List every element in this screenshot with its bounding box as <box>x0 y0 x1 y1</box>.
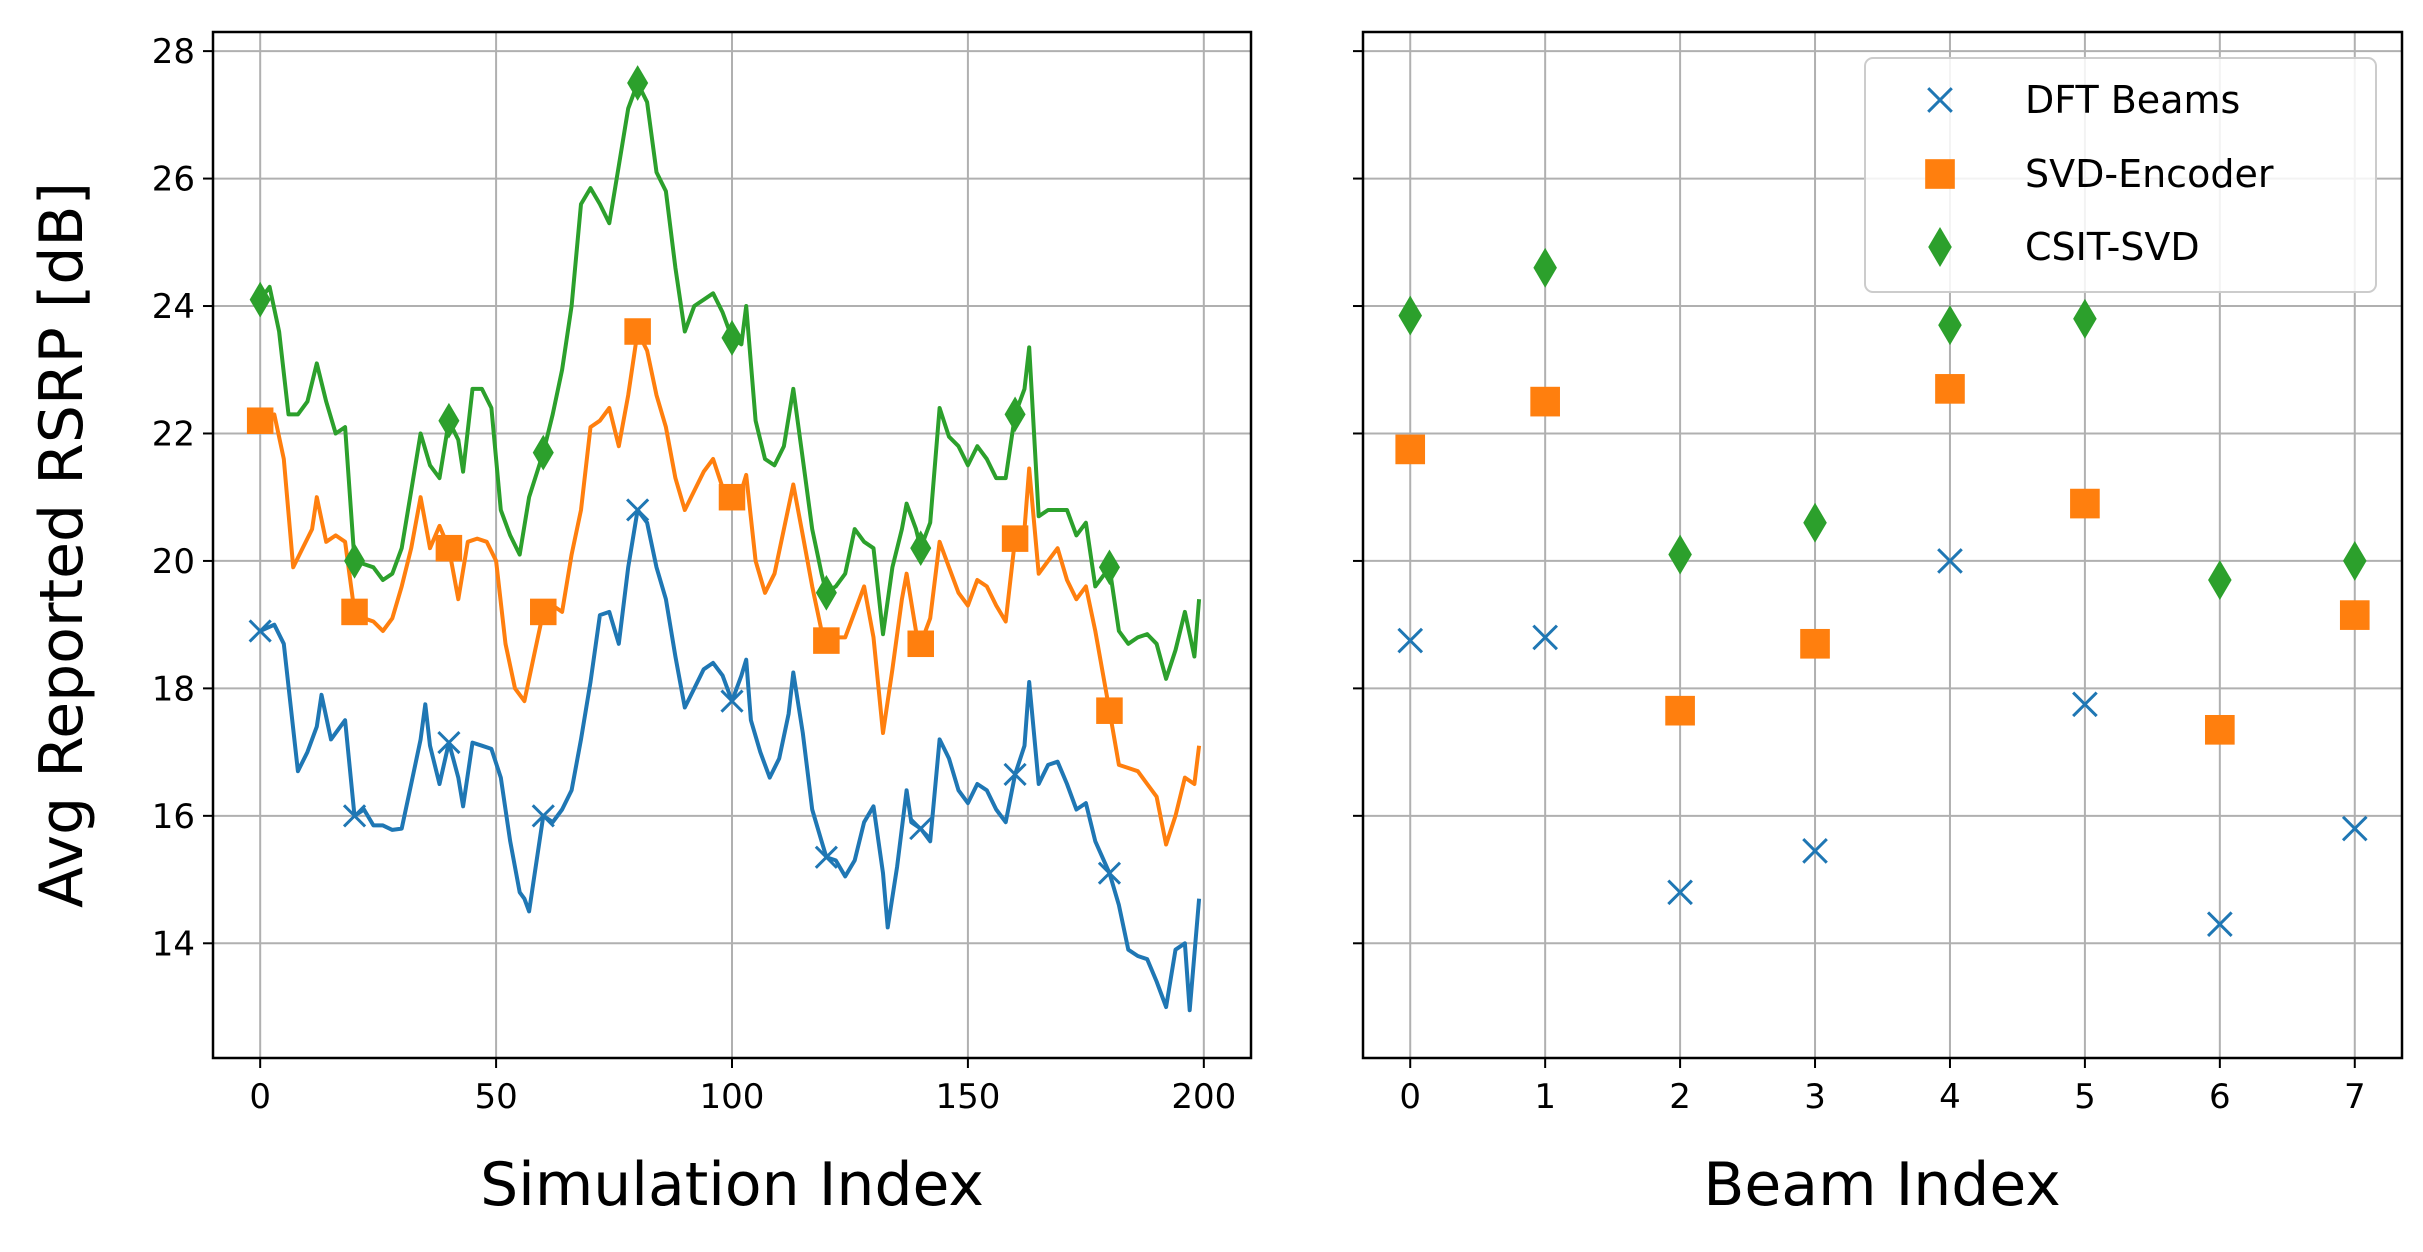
left-x-axis-title: Simulation Index <box>480 1150 984 1220</box>
legend: DFT Beams SVD-Encoder CSIT-SVD <box>1864 57 2377 293</box>
line-marker <box>1001 525 1029 552</box>
left-series-group <box>246 65 1202 1013</box>
scatter-point <box>1668 534 1692 575</box>
line-marker <box>341 598 368 626</box>
right-x-axis-title: Beam Index <box>1703 1150 2061 1220</box>
line-marker <box>246 407 274 434</box>
legend-marker <box>1928 227 1952 267</box>
right-x-tick-label: 5 <box>2074 1077 2096 1117</box>
scatter-point <box>1532 624 1559 651</box>
left-x-tick-label: 0 <box>249 1077 271 1117</box>
left-x-tick-label: 200 <box>1171 1077 1236 1117</box>
scatter-point <box>2073 298 2097 339</box>
scatter-point <box>2206 911 2233 938</box>
line-marker <box>248 619 272 643</box>
line-marker <box>249 281 271 318</box>
scatter-point <box>1800 628 1830 659</box>
scatter-point <box>1803 502 1827 543</box>
legend-markers <box>1925 87 1955 267</box>
y-tick-label: 20 <box>152 542 195 582</box>
scatter-point <box>1395 434 1426 465</box>
scatter-point <box>1533 247 1557 288</box>
y-tick-label: 16 <box>152 797 195 837</box>
right-x-tick-label: 2 <box>1669 1077 1691 1117</box>
scatter-point <box>2208 560 2232 600</box>
line-marker <box>909 816 933 841</box>
line-marker <box>435 534 463 562</box>
right-plot-frame <box>1361 30 2404 1060</box>
line-marker <box>721 320 743 356</box>
scatter-point <box>1935 374 1965 404</box>
line-series-2 <box>258 81 1202 681</box>
scatter-point <box>1937 548 1963 574</box>
line-marker <box>1003 762 1027 787</box>
y-tick-label: 14 <box>152 924 195 964</box>
right-x-tick-label: 1 <box>1534 1077 1556 1117</box>
left-grid <box>213 32 1251 1058</box>
scatter-point <box>2205 714 2235 745</box>
line-marker <box>627 65 649 101</box>
line-marker <box>720 689 744 713</box>
right-subplot: 0 1 2 3 4 5 6 7 Beam Index DFT Beams SVD-Encode… <box>1353 30 2404 1220</box>
scatter-point <box>1530 386 1560 417</box>
scatter-point <box>1802 838 1828 864</box>
y-tick-label: 28 <box>152 32 195 72</box>
right-x-tick-label: 7 <box>2344 1077 2366 1117</box>
left-ticks: 0 50 100 150 200 14 16 18 20 22 24 26 28 <box>152 32 1237 1117</box>
line-marker <box>1097 861 1122 885</box>
scatter-point <box>2070 488 2100 519</box>
line-marker <box>342 804 367 828</box>
right-x-tick-label: 3 <box>1804 1077 1826 1117</box>
line-marker <box>531 804 555 828</box>
right-x-tick-label: 0 <box>1399 1077 1421 1117</box>
scatter-point <box>1667 879 1693 906</box>
right-x-tick-label: 4 <box>1939 1077 1961 1117</box>
legend-label-dft-beams: DFT Beams <box>2025 78 2240 122</box>
line-marker <box>815 574 837 611</box>
line-marker <box>813 627 840 654</box>
line-marker <box>1004 396 1026 433</box>
line-marker <box>344 543 366 579</box>
scatter-point <box>2339 600 2370 630</box>
left-x-tick-label: 150 <box>935 1077 1000 1117</box>
legend-label-svd-encoder: SVD-Encoder <box>2025 152 2274 196</box>
line-marker <box>438 402 460 439</box>
line-marker <box>718 483 746 511</box>
scatter-point <box>1397 627 1424 654</box>
line-marker <box>1096 697 1123 724</box>
line-marker <box>624 318 651 345</box>
line-marker <box>1098 549 1120 586</box>
line-marker <box>530 598 557 626</box>
legend-marker <box>1925 159 1955 189</box>
line-marker <box>907 630 934 658</box>
y-axis-title: Avg Reported RSRP [dB] <box>27 182 97 908</box>
scatter-point <box>1398 295 1423 336</box>
legend-marker <box>1927 87 1953 113</box>
y-tick-label: 22 <box>152 414 195 454</box>
right-x-tick-label: 6 <box>2209 1077 2231 1117</box>
y-tick-label: 26 <box>152 160 195 200</box>
line-marker <box>910 530 932 567</box>
legend-label-csit-svd: CSIT-SVD <box>2025 225 2200 269</box>
scatter-point <box>2341 815 2368 842</box>
right-series-group <box>1395 247 2370 938</box>
right-ticks: 0 1 2 3 4 5 6 7 <box>1353 50 2366 1117</box>
left-x-tick-label: 100 <box>700 1077 765 1117</box>
legend-box <box>1864 57 2377 293</box>
line-marker <box>532 434 554 471</box>
line-marker <box>626 498 650 522</box>
y-tick-label: 24 <box>152 287 195 327</box>
scatter-point <box>2342 540 2367 581</box>
scatter-point <box>1938 305 1962 346</box>
left-subplot: 0 50 100 150 200 14 16 18 20 22 24 26 28 Simulation … <box>27 30 1253 1220</box>
left-x-tick-label: 50 <box>474 1077 517 1117</box>
line-marker <box>437 730 461 755</box>
scatter-point <box>1665 695 1695 726</box>
y-tick-label: 18 <box>152 669 195 709</box>
line-marker <box>814 845 838 869</box>
scatter-point <box>2072 691 2098 718</box>
